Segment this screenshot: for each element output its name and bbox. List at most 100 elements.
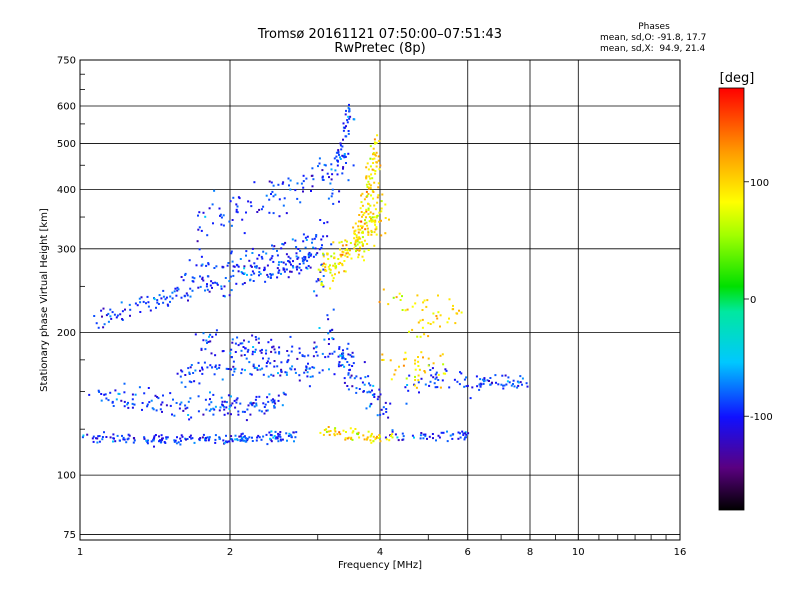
scatter-point <box>270 440 273 443</box>
scatter-point <box>368 382 370 385</box>
scatter-point <box>321 244 323 247</box>
scatter-point <box>464 432 466 435</box>
scatter-point <box>129 308 132 311</box>
scatter-point <box>365 208 368 211</box>
scatter-point <box>364 376 367 379</box>
scatter-point <box>462 432 465 435</box>
scatter-point <box>367 202 369 205</box>
scatter-point <box>250 403 253 406</box>
scatter-point <box>346 249 349 252</box>
scatter-point <box>126 403 129 406</box>
scatter-point <box>371 177 374 180</box>
scatter-point <box>323 222 326 225</box>
scatter-point <box>416 335 419 338</box>
scatter-point <box>375 141 378 144</box>
scatter-point <box>435 376 438 379</box>
scatter-point <box>272 436 275 439</box>
scatter-point <box>368 405 371 408</box>
scatter-point <box>376 214 379 217</box>
scatter-point <box>369 165 372 168</box>
scatter-point <box>359 207 362 210</box>
scatter-point <box>385 408 388 410</box>
scatter-point <box>297 256 300 259</box>
scatter-point <box>335 155 338 158</box>
scatter-point <box>321 264 324 267</box>
scatter-point <box>351 365 354 367</box>
scatter-point <box>389 402 392 405</box>
scatter-point <box>226 264 229 267</box>
scatter-point <box>373 216 376 219</box>
scatter-point <box>320 282 323 285</box>
scatter-point <box>173 439 176 442</box>
scatter-point <box>327 265 330 268</box>
scatter-point <box>222 350 225 352</box>
scatter-point <box>280 368 283 371</box>
scatter-point <box>307 256 310 259</box>
scatter-point <box>251 353 254 356</box>
scatter-point <box>216 282 218 285</box>
scatter-point <box>401 295 403 298</box>
scatter-point <box>228 440 231 443</box>
scatter-point <box>207 262 210 265</box>
scatter-point <box>109 436 112 439</box>
scatter-point <box>115 398 118 401</box>
scatter-point <box>373 141 376 144</box>
scatter-point <box>391 430 394 433</box>
scatter-point <box>285 371 288 374</box>
scatter-point <box>302 180 305 183</box>
scatter-point <box>483 378 486 381</box>
scatter-point <box>237 270 240 273</box>
scatter-point <box>257 434 260 437</box>
scatter-point <box>261 367 264 370</box>
scatter-point <box>365 175 368 178</box>
scatter-point <box>184 407 187 410</box>
scatter-point <box>333 157 336 160</box>
scatter-point <box>193 277 196 280</box>
scatter-point <box>342 138 344 141</box>
scatter-point <box>241 272 244 275</box>
scatter-point <box>230 356 233 358</box>
scatter-point <box>446 321 449 324</box>
scatter-point <box>345 244 348 247</box>
scatter-point <box>436 386 439 389</box>
scatter-point <box>505 383 508 386</box>
scatter-point <box>525 382 528 385</box>
scatter-point <box>349 242 352 244</box>
scatter-point <box>401 432 404 435</box>
scatter-point <box>274 351 277 354</box>
scatter-point <box>201 366 203 369</box>
scatter-point <box>230 224 233 227</box>
scatter-point <box>350 374 353 377</box>
scatter-point <box>180 434 183 437</box>
scatter-point <box>189 295 192 298</box>
scatter-point <box>262 205 265 208</box>
scatter-point <box>369 157 372 160</box>
scatter-point <box>337 151 340 153</box>
scatter-point <box>486 379 489 382</box>
scatter-point <box>233 399 236 402</box>
scatter-point <box>366 391 369 394</box>
scatter-point <box>406 308 409 311</box>
scatter-point <box>327 355 330 358</box>
scatter-point <box>176 436 178 439</box>
scatter-point <box>328 368 330 371</box>
scatter-point <box>377 437 380 439</box>
scatter-point <box>460 311 463 314</box>
scatter-point <box>102 307 105 310</box>
scatter-point <box>120 301 123 304</box>
scatter-point <box>275 436 278 439</box>
scatter-point <box>206 288 209 291</box>
scatter-point <box>346 437 349 440</box>
scatter-point <box>312 178 315 181</box>
scatter-point <box>265 365 268 368</box>
scatter-point <box>292 266 295 269</box>
scatter-point <box>353 118 356 121</box>
scatter-point <box>180 401 183 404</box>
scatter-point <box>198 248 201 251</box>
scatter-point <box>333 428 336 431</box>
scatter-point <box>348 103 350 106</box>
scatter-point <box>356 239 359 242</box>
scatter-point <box>521 377 524 380</box>
x-tick-label: 6 <box>465 547 471 558</box>
scatter-point <box>242 436 245 438</box>
